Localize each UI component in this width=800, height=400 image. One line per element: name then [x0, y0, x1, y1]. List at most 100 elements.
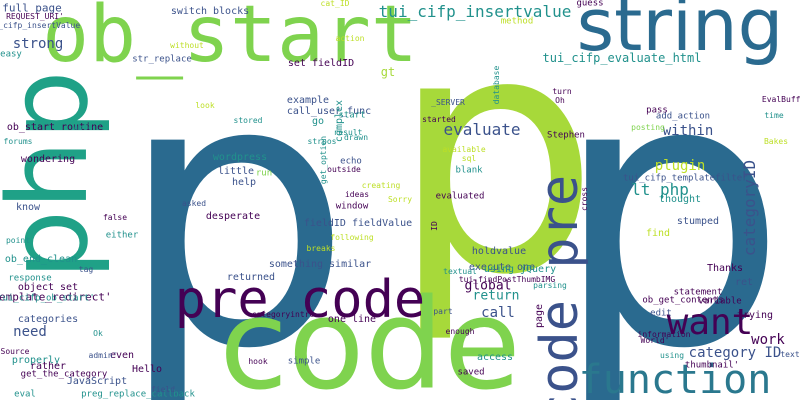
word-cloud-word: plugin	[654, 158, 706, 174]
word-cloud-word: access	[476, 352, 514, 363]
word-cloud-word: able	[73, 123, 93, 132]
word-cloud-word: breaks	[306, 244, 336, 253]
word-cloud-word: posting	[631, 123, 665, 132]
word-cloud-word: p	[552, 0, 788, 400]
word-cloud-word: tui_cifp_ob_start'	[0, 293, 95, 304]
word-cloud-word: window	[335, 201, 369, 212]
word-cloud-word: gt	[380, 65, 396, 79]
word-cloud-word: strpos	[307, 137, 337, 146]
word-cloud-word: admin'	[88, 351, 118, 360]
word-cloud-word: part	[433, 307, 453, 316]
word-cloud-word: string	[576, 0, 784, 67]
word-cloud-word: Hello	[131, 364, 163, 375]
word-cloud-word: following	[330, 233, 374, 242]
word-cloud-word: text	[780, 350, 800, 359]
word-cloud-word: object set	[17, 282, 79, 293]
word-cloud-word: echo	[340, 156, 362, 167]
word-cloud-word: trying	[736, 310, 774, 321]
word-cloud-word: full page	[2, 1, 62, 15]
word-cloud-word: look	[195, 101, 215, 110]
word-cloud-word: categories	[17, 314, 79, 325]
word-cloud-word: find	[645, 228, 671, 239]
word-cloud-word: saved	[457, 367, 485, 378]
word-cloud-word: _SERVER	[431, 98, 465, 107]
word-cloud-word: template_redirect'	[0, 290, 112, 304]
word-cloud-word: set fieldID	[287, 58, 355, 69]
word-cloud-word: Sorry	[387, 195, 413, 204]
word-cloud-word: return	[472, 288, 520, 304]
word-cloud-word: work	[751, 332, 785, 348]
word-cloud-word: database	[492, 65, 501, 105]
word-cloud-word: started	[422, 115, 456, 124]
word-cloud-word: point	[5, 236, 31, 245]
word-cloud-word: want	[666, 302, 754, 343]
word-cloud-word: cat_ID	[320, 0, 350, 8]
word-cloud-word: turn	[552, 87, 572, 96]
word-cloud-word: response	[8, 273, 52, 284]
word-cloud-word: without	[170, 41, 204, 50]
word-cloud-word: hook	[248, 357, 268, 366]
word-cloud-word: know	[15, 202, 41, 213]
word-cloud-word: help	[231, 177, 257, 188]
word-cloud-word: pre code	[174, 270, 426, 330]
word-cloud-word: p	[390, 0, 600, 347]
word-cloud-word: evaluated	[435, 191, 485, 202]
word-cloud-word: false	[102, 213, 128, 222]
word-cloud-word: EvalBuffer	[761, 95, 800, 104]
word-cloud-word: wordpress	[212, 152, 268, 163]
word-cloud-word: parsing	[533, 281, 567, 290]
word-cloud-word: something similar	[268, 259, 372, 270]
word-cloud-word: ob_start	[42, 0, 418, 80]
word-cloud-word: stumped	[676, 216, 720, 227]
word-cloud-word: easy	[0, 49, 22, 60]
word-cloud-word: tui_cifp_insertValue	[0, 21, 81, 30]
word-cloud-word: page	[534, 303, 545, 329]
word-cloud-word: strong	[12, 36, 64, 52]
word-cloud-word: preg_replace_callback	[81, 389, 195, 400]
word-cloud-word: thought	[658, 194, 702, 205]
word-cloud-word: get_the_category	[20, 369, 108, 380]
word-cloud-word: ret	[734, 277, 754, 288]
word-cloud-word: categoryintro	[251, 310, 315, 319]
word-cloud-word: sql	[461, 154, 477, 163]
word-cloud-word: drawn	[343, 133, 369, 142]
word-cloud-word: method	[500, 16, 534, 27]
word-cloud-word: start	[338, 110, 366, 121]
word-cloud-word: Oh	[555, 96, 565, 105]
word-cloud-word: forums	[3, 137, 33, 146]
word-cloud-word: World'	[640, 336, 670, 345]
word-cloud-word: Ok	[93, 329, 103, 338]
word-cloud-word: information	[637, 330, 691, 339]
word-cloud-word: outside	[327, 165, 361, 174]
word-cloud-word: JavaScript	[66, 376, 128, 387]
word-cloud-word: pass	[646, 105, 668, 116]
word-cloud-word: execute one	[468, 262, 536, 273]
word-cloud-word: using	[659, 351, 685, 360]
word-cloud-word: tui_cifp_insertvalue	[378, 2, 572, 21]
word-cloud-word: run	[255, 168, 273, 179]
word-cloud-word: returned	[226, 272, 276, 283]
word-cloud-word: ID	[430, 221, 439, 231]
word-cloud-word: available	[442, 145, 486, 154]
word-cloud-word: even	[109, 350, 135, 361]
word-cloud-word: call	[481, 305, 515, 321]
word-cloud-word: using jQuery	[483, 264, 557, 275]
word-cloud-word: function	[578, 357, 772, 400]
word-cloud-word: lt php	[631, 180, 689, 199]
word-cloud-word: fieldID fieldValue	[303, 218, 413, 229]
word-cloud-word: global	[464, 278, 512, 294]
word-cloud-word: str_replace	[132, 54, 192, 65]
word-cloud-word: desperate	[205, 211, 261, 222]
word-cloud-word: p	[117, 0, 353, 400]
word-cloud-word: variable	[698, 296, 742, 307]
word-cloud-word: asked	[181, 199, 207, 208]
word-cloud-word: code	[219, 272, 521, 400]
word-cloud-word: stored	[233, 116, 263, 125]
word-cloud-word: ob_get_contents	[642, 295, 724, 306]
word-cloud-word: Bakes	[763, 137, 789, 146]
word-cloud-word: Stephen	[547, 130, 585, 141]
word-cloud-word: add_action	[655, 111, 711, 122]
word-cloud-word: switch blocks	[170, 6, 250, 17]
word-cloud-word: either	[105, 230, 139, 241]
word-cloud-word: category ID	[688, 345, 782, 361]
